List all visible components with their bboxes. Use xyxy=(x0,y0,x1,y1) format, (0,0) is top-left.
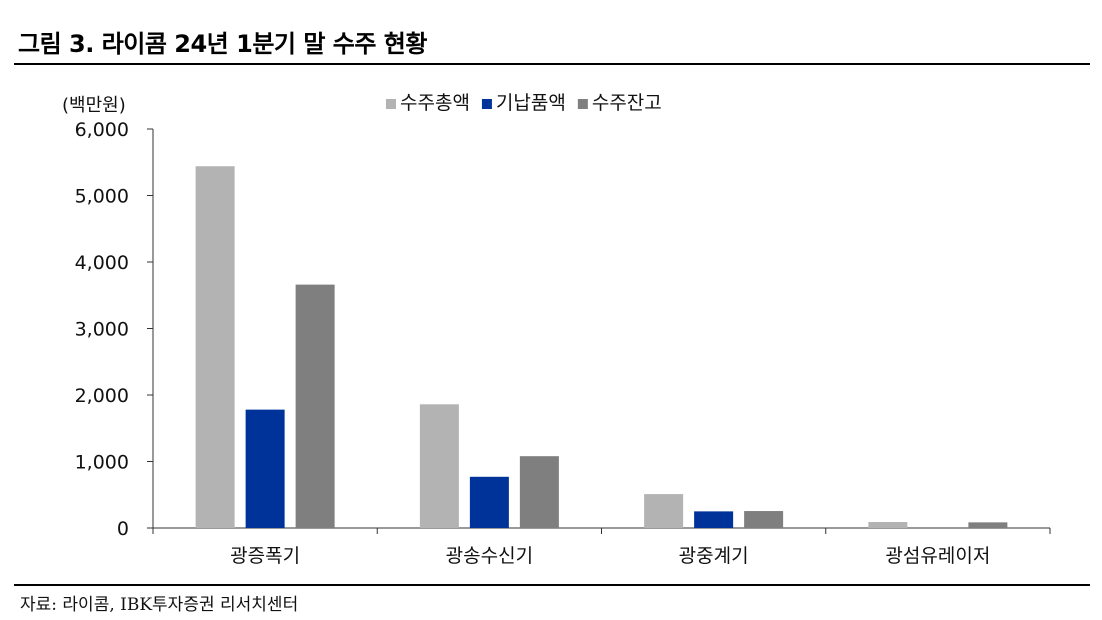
legend-swatch xyxy=(577,99,588,109)
bar xyxy=(644,494,684,528)
legend-label: 기납품액 xyxy=(496,92,566,114)
legend-swatch xyxy=(481,99,492,109)
y-tick-label: 2,000 xyxy=(75,385,129,407)
bar xyxy=(744,511,784,528)
category-label: 광섬유레이저 xyxy=(885,545,990,567)
unit-label: (백만원) xyxy=(62,95,126,116)
chart-title: 그림 3. 라이콤 24년 1분기 말 수주 현황 xyxy=(18,30,427,58)
y-axis: 0 1,000 2,000 3,000 4,000 5,000 6,000 xyxy=(75,119,154,540)
source-note: 자료: 라이콤, IBK투자증권 리서치센터 xyxy=(20,595,299,615)
y-tick-label: 0 xyxy=(117,518,129,540)
legend: 수주총액 기납품액 수주잔고 xyxy=(386,92,662,114)
y-tick-label: 5,000 xyxy=(75,186,129,208)
bar xyxy=(195,166,235,529)
x-axis: 광증폭기 광송수신기 광중계기 광섬유레이저 xyxy=(152,527,1051,567)
bar xyxy=(469,476,509,528)
bar xyxy=(694,511,734,528)
bar xyxy=(519,456,559,528)
legend-label: 수주총액 xyxy=(400,92,470,114)
category-label: 광증폭기 xyxy=(230,545,300,567)
legend-swatch xyxy=(386,99,396,109)
footer-rule xyxy=(14,584,1090,586)
y-tick-label: 4,000 xyxy=(75,252,129,274)
bars xyxy=(195,166,1008,529)
category-label: 광중계기 xyxy=(679,545,749,567)
bar xyxy=(245,409,285,528)
bar-chart: (백만원) 수주총액 기납품액 수주잔고 0 1,000 2,000 3,000 4,000… xyxy=(62,92,1051,567)
category-label: 광송수신기 xyxy=(446,545,533,567)
bar xyxy=(419,404,459,528)
y-tick-label: 6,000 xyxy=(75,119,129,141)
bar xyxy=(295,284,335,528)
legend-label: 수주잔고 xyxy=(592,92,662,114)
bar xyxy=(968,522,1008,528)
title-rule xyxy=(14,63,1090,65)
bar xyxy=(868,522,908,528)
y-tick-label: 3,000 xyxy=(75,319,129,341)
y-tick-label: 1,000 xyxy=(75,452,129,474)
